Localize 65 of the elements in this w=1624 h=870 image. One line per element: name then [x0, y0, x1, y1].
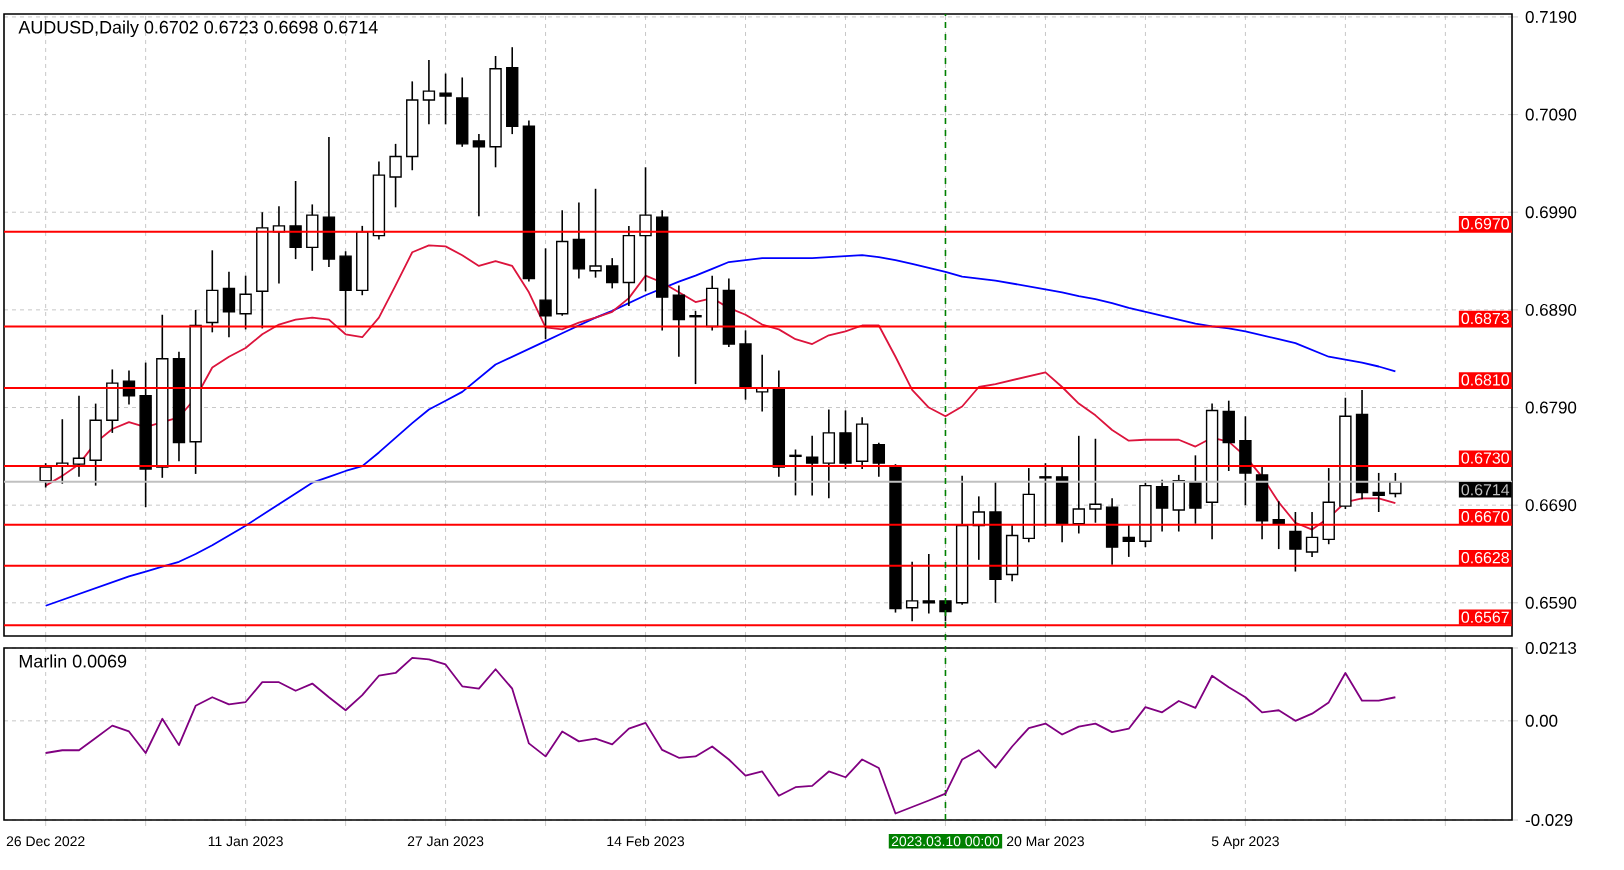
candlestick [705, 274, 719, 332]
y-tick-label: 0.6790 [1525, 401, 1577, 414]
candlestick [222, 270, 236, 339]
candlestick [472, 133, 486, 217]
candlestick [1022, 467, 1035, 544]
candlestick [456, 76, 469, 148]
candlestick [239, 274, 252, 331]
candlestick [639, 166, 652, 293]
candlestick [289, 180, 302, 260]
candlestick [1239, 415, 1252, 506]
y-tick-label: 0.7190 [1525, 10, 1577, 23]
candlestick [805, 435, 819, 497]
candlestick [1305, 511, 1319, 558]
candlestick [206, 249, 219, 334]
candlestick [1172, 474, 1185, 533]
candlestick [439, 72, 452, 126]
candlestick [1055, 465, 1069, 544]
y-tick-label: 0.6990 [1525, 206, 1577, 219]
candlestick [789, 448, 802, 497]
y-tick-label: 0.7090 [1525, 108, 1577, 121]
candlestick [1255, 465, 1269, 541]
candlestick [1072, 435, 1085, 535]
candlestick [689, 310, 702, 385]
candlestick [672, 284, 686, 358]
candlestick [422, 59, 436, 126]
y-tick-label: 0.6890 [1525, 303, 1577, 316]
candlestick [1089, 437, 1102, 524]
candlestick [72, 395, 86, 478]
candlestick [1122, 523, 1135, 558]
candlestick [389, 143, 402, 209]
y-tick-label: -0.029 [1525, 814, 1573, 826]
candlestick [572, 201, 586, 280]
y-tick-label: 0.0213 [1525, 642, 1577, 654]
candlestick [1189, 454, 1202, 525]
candlestick [339, 250, 352, 328]
y-tick-label: 0.6590 [1525, 596, 1577, 609]
candlestick [1222, 399, 1235, 472]
candlestick [589, 187, 602, 279]
chart-title: AUDUSD,Daily 0.6702 0.6723 0.6698 0.6714 [18, 20, 378, 38]
candlestick [1372, 472, 1385, 513]
candlestick [822, 408, 836, 500]
candlestick [1155, 478, 1169, 533]
candlestick [839, 409, 852, 470]
chart-title: Marlin 0.0069 [19, 654, 127, 668]
candlestick [622, 225, 636, 307]
candlestick [106, 368, 119, 434]
candlestick [922, 553, 935, 615]
candlestick [1272, 500, 1285, 550]
candlestick [322, 136, 336, 268]
candlestick [1005, 523, 1019, 583]
candlestick [539, 247, 552, 340]
y-tick-label: 0.00 [1525, 714, 1558, 727]
candlestick [89, 402, 102, 487]
candlestick [1039, 462, 1052, 528]
y-tick-label: 0.6690 [1525, 499, 1577, 512]
candlestick [1105, 497, 1119, 566]
candlestick [905, 560, 919, 623]
candlestick [855, 416, 869, 470]
candlestick [306, 203, 319, 272]
candlestick [606, 257, 619, 290]
candlestick [872, 441, 886, 478]
candlestick [1289, 511, 1302, 573]
candlestick [739, 329, 752, 401]
candlestick [1322, 467, 1335, 546]
candlestick [39, 462, 52, 489]
